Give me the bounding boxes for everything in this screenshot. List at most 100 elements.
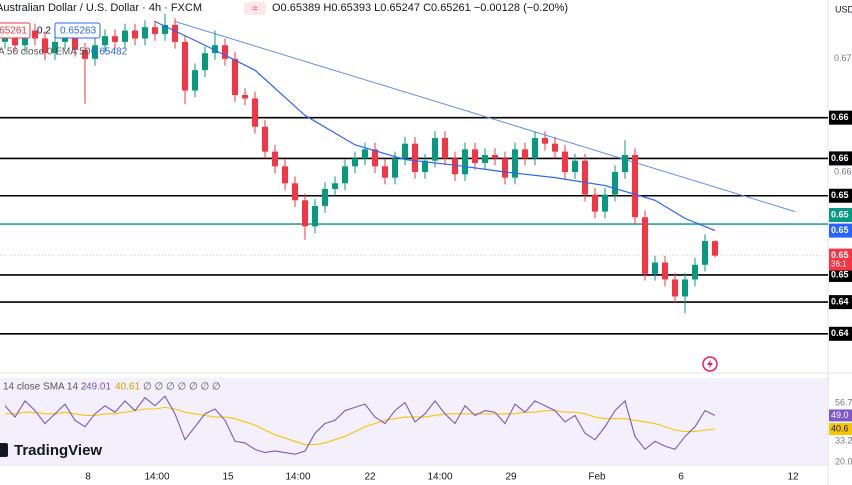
ema-line <box>154 20 716 232</box>
candle-body <box>642 217 648 274</box>
price-pane <box>0 13 828 335</box>
candle-body <box>42 38 48 54</box>
candle-body <box>522 149 528 159</box>
candle-body <box>142 27 148 39</box>
x-tick-label: 29 <box>505 472 517 483</box>
x-tick-label: 14:00 <box>144 472 169 483</box>
icon-glyph: ≈ <box>252 4 258 15</box>
candle-body <box>162 24 168 34</box>
candle-body <box>362 149 368 159</box>
level-label: 0.64 <box>831 328 849 338</box>
candle-body <box>202 53 208 71</box>
trendline <box>174 21 796 213</box>
level-badge <box>829 267 852 282</box>
candle-body <box>632 155 638 218</box>
candle-body <box>12 36 18 46</box>
candle-body <box>242 95 248 99</box>
candle-body <box>292 183 298 201</box>
candle-body <box>692 264 698 280</box>
candle-body <box>582 160 588 195</box>
rsi-tick-label: 20.0 <box>835 457 852 467</box>
chart-title: Australian Dollar / U.S. Dollar · 4h · F… <box>0 2 202 14</box>
alert-glyph <box>707 359 713 369</box>
x-tick-label: 22 <box>364 472 376 483</box>
level-label: 0.66 <box>831 153 849 163</box>
candle-body <box>482 155 488 163</box>
ask-box <box>54 22 101 39</box>
icon <box>244 2 266 15</box>
na-flags: ∅ ∅ ∅ ∅ ∅ ∅ ∅ <box>143 382 221 393</box>
rsi-badge <box>829 423 852 436</box>
rsi-pane <box>4 395 716 455</box>
rsi-badge-label: 40.6 <box>831 423 849 433</box>
level-label: 0.64 <box>831 296 849 306</box>
y-tick-label: 0.66 <box>834 166 852 176</box>
level-badge <box>829 188 852 203</box>
candle-body <box>502 158 508 178</box>
candle-body <box>552 143 558 152</box>
rsi-legend-value: 49.01 <box>86 382 111 393</box>
candle-body <box>312 205 318 227</box>
alert-icon[interactable] <box>702 356 718 372</box>
candle-body <box>412 143 418 172</box>
rsi-line <box>4 395 716 455</box>
candle-body <box>232 58 238 96</box>
candle-body <box>122 30 128 42</box>
candle-body <box>322 188 328 206</box>
price-badge <box>829 223 852 238</box>
price-badge <box>829 248 852 271</box>
candle-body <box>92 45 98 59</box>
candle-body <box>372 149 378 167</box>
candle-body <box>82 49 88 59</box>
rsi-legend: 14 close SMA 14 2 <box>3 382 87 393</box>
candle-body <box>672 279 678 297</box>
x-tick-label: 6 <box>678 472 684 483</box>
x-tick-label: Feb <box>588 472 606 483</box>
candle-body <box>702 241 708 265</box>
candle-body <box>352 158 358 167</box>
candle-body <box>302 200 308 227</box>
candle-body <box>172 24 178 42</box>
rsi-background <box>0 378 828 466</box>
price-badge-label: 0.65 <box>831 209 849 219</box>
candle-body <box>572 160 578 172</box>
x-tick-label: 14:00 <box>427 472 452 483</box>
header-bg <box>0 0 380 14</box>
candle-body <box>562 151 568 172</box>
candle-body <box>272 151 278 167</box>
price-badge-label: 0.65 <box>831 225 849 235</box>
candle-body <box>72 33 78 50</box>
rsi-tick-label: 33.2 <box>835 435 852 445</box>
candle-body <box>392 158 398 178</box>
brand: TradingView <box>14 442 102 459</box>
candle-body <box>52 41 58 54</box>
candle-body <box>542 138 548 144</box>
currency: USD <box>835 4 852 14</box>
sma-legend-value: 40.61 <box>115 382 140 393</box>
level-badge <box>829 326 852 341</box>
level-label: 0.66 <box>831 112 849 122</box>
candle-body <box>422 160 428 172</box>
candle-body <box>152 27 158 34</box>
rsi-badge <box>829 409 852 422</box>
candle-body <box>342 166 348 184</box>
candle-body <box>622 155 628 172</box>
candle-body <box>32 30 38 39</box>
candle-body <box>662 262 668 280</box>
candle-body <box>222 45 228 59</box>
candle-body <box>252 98 258 127</box>
level-label: 0.65 <box>831 190 849 200</box>
candle-body <box>462 149 468 175</box>
candle-body <box>332 183 338 189</box>
candle-body <box>432 138 438 161</box>
price-badge-label: 0.65 <box>831 250 849 260</box>
bid: 0.65261 <box>0 26 27 37</box>
rsi-badge-label: 49.0 <box>831 410 849 420</box>
candle-body <box>182 41 188 91</box>
candle-body <box>2 36 8 42</box>
candle-body <box>612 171 618 195</box>
level-badge <box>829 151 852 166</box>
x-tick-label: 8 <box>85 472 91 483</box>
x-tick-label: 12 <box>787 472 799 483</box>
level-badge <box>829 295 852 310</box>
